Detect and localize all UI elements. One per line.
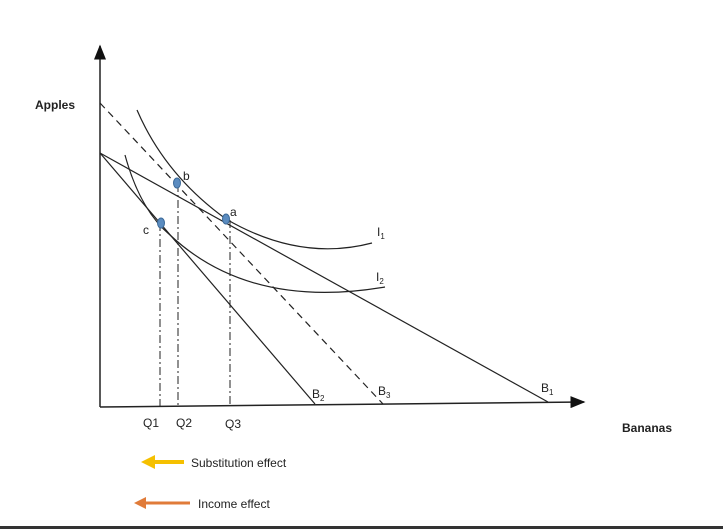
point-b [173, 177, 181, 189]
substitution-label: Substitution effect [191, 456, 287, 470]
indifference-curve-i2 [124, 154, 386, 293]
income-label: Income effect [198, 497, 270, 511]
y-axis-label: Apples [35, 98, 75, 112]
point-c [157, 217, 165, 229]
i2-label: I2 [376, 270, 384, 286]
bottom-divider [0, 526, 723, 529]
point-c-label: c [143, 223, 149, 237]
budget-line-b2 [99, 152, 316, 405]
q1-label: Q1 [143, 416, 159, 430]
budget-line-b3 [99, 102, 384, 405]
point-b-label: b [183, 169, 190, 183]
q3-label: Q3 [225, 417, 241, 431]
substitution-arrowhead-icon [141, 455, 155, 469]
budget-line-b1 [99, 152, 549, 403]
q2-label: Q2 [176, 416, 192, 430]
indifference-curve-i1 [136, 109, 373, 250]
b2-label: B2 [312, 387, 325, 403]
i1-label: I1 [377, 225, 385, 241]
legend-substitution: Substitution effect [141, 455, 287, 470]
x-axis [99, 396, 586, 409]
point-a-label: a [230, 205, 237, 219]
b1-label: B1 [541, 381, 554, 397]
point-a [222, 213, 230, 225]
b3-label: B3 [378, 384, 391, 400]
legend-income: Income effect [134, 497, 270, 511]
x-axis-label: Bananas [622, 421, 672, 435]
income-arrowhead-icon [134, 497, 146, 509]
